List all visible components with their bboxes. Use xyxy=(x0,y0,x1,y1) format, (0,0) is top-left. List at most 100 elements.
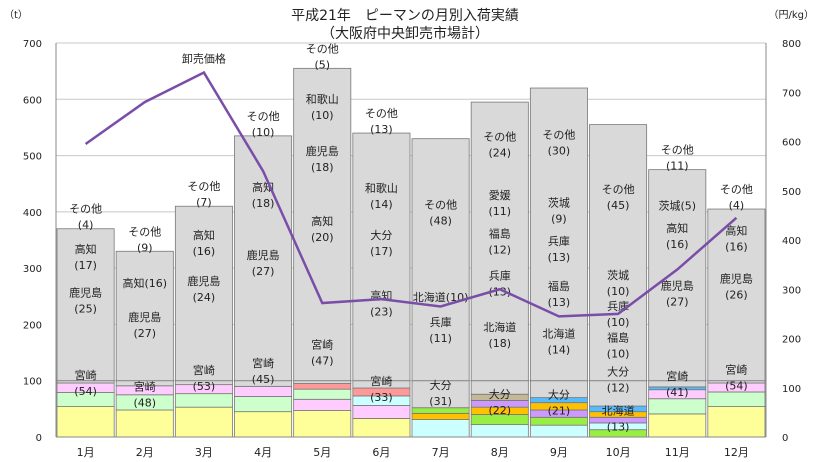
segment-name: 宮崎 xyxy=(252,356,274,370)
segment-value: (13) xyxy=(607,421,630,434)
segment-name: 福島 xyxy=(489,226,511,240)
segment-value: (54) xyxy=(74,385,97,398)
segment-value: (11) xyxy=(488,205,511,218)
axes xyxy=(55,43,767,438)
right-tick-label: 500 xyxy=(782,187,801,198)
segment-name: 鹿児島 xyxy=(247,248,280,262)
bar-segment xyxy=(648,169,707,382)
segment-name: その他 xyxy=(128,225,161,238)
bar-segment xyxy=(174,205,233,382)
left-tick-label: 200 xyxy=(23,320,42,331)
segment-value: (4) xyxy=(729,199,745,212)
segment-name: その他 xyxy=(306,42,339,55)
segment-value: (24) xyxy=(488,146,511,159)
segment-value: (22) xyxy=(488,404,511,417)
segment-name: 北海道 xyxy=(542,326,575,340)
bar-segment xyxy=(648,398,707,415)
segment-value: (47) xyxy=(311,354,334,367)
segment-name: 鹿児島 xyxy=(306,144,339,158)
segment-name: 宮崎 xyxy=(725,362,747,376)
right-tick-label: 100 xyxy=(782,384,801,395)
bar-segment xyxy=(293,410,352,438)
bar-segment xyxy=(411,412,470,420)
segment-value: (14) xyxy=(370,198,393,211)
x-tick-label: 6月 xyxy=(372,446,390,459)
segment-name: 和歌山 xyxy=(306,92,339,106)
segment-value: (45) xyxy=(252,373,275,386)
segment-name: 福島 xyxy=(548,279,570,293)
chart-subtitle: （大阪府中央卸売市場計） xyxy=(321,25,489,42)
chart-title: 平成21年 ピーマンの月別入荷実績 xyxy=(291,8,519,24)
bar-segment xyxy=(529,416,588,426)
segment-value: (25) xyxy=(74,303,97,316)
x-tick-label: 12月 xyxy=(724,446,749,459)
segment-name: 大分 xyxy=(489,387,511,401)
segment-name: その他 xyxy=(69,203,102,216)
segment-name: 鹿児島 xyxy=(187,274,220,288)
segment-name: その他 xyxy=(720,183,753,196)
x-tick-label: 10月 xyxy=(606,446,631,459)
segment-value: (27) xyxy=(252,265,275,278)
segment-label: 茨城(5) xyxy=(658,199,696,213)
bar-segment xyxy=(352,405,411,419)
segment-value: (31) xyxy=(429,395,452,408)
segment-value: (18) xyxy=(488,337,511,350)
segment-name: 宮崎 xyxy=(666,369,688,383)
x-tick-label: 3月 xyxy=(195,446,213,459)
segment-name: その他 xyxy=(365,107,398,120)
right-tick-label: 700 xyxy=(782,88,801,99)
segment-value: (11) xyxy=(666,160,689,173)
x-tick-label: 1月 xyxy=(77,446,95,459)
x-tick-label: 2月 xyxy=(136,446,154,459)
bar-stacks xyxy=(56,67,766,438)
price-series-line xyxy=(84,70,738,318)
segment-name: 高知 xyxy=(666,221,688,235)
segment-name: その他 xyxy=(661,144,694,157)
x-tick-label: 7月 xyxy=(432,446,450,459)
left-tick-label: 600 xyxy=(23,95,42,106)
bar-segment xyxy=(293,383,352,390)
segment-name: 宮崎 xyxy=(75,368,97,382)
bar-segment xyxy=(589,124,648,382)
bar-segment xyxy=(293,398,352,411)
bar-segment xyxy=(411,407,470,414)
segment-value: (24) xyxy=(193,291,216,304)
price-line: 卸売価格 xyxy=(84,52,738,318)
right-tick-label: 800 xyxy=(782,39,801,50)
bar-segment xyxy=(352,132,411,382)
segment-value: (41) xyxy=(666,386,689,399)
x-tick-label: 5月 xyxy=(313,446,331,459)
bar-segment xyxy=(293,380,352,384)
segment-name: 鹿児島 xyxy=(661,278,694,292)
segment-name: 鹿児島 xyxy=(128,310,161,324)
segment-value: (10) xyxy=(607,316,630,329)
segment-value: (54) xyxy=(725,379,748,392)
segment-name: 宮崎 xyxy=(370,374,392,388)
segment-value: (9) xyxy=(551,212,567,225)
segment-value: (16) xyxy=(725,240,748,253)
segment-value: (4) xyxy=(78,219,94,232)
left-axis-unit: （t） xyxy=(4,9,28,21)
segment-name: その他 xyxy=(542,128,575,141)
segment-value: (16) xyxy=(666,238,689,251)
bar-segment xyxy=(174,406,233,438)
bar-segment xyxy=(234,411,293,438)
bar-segment xyxy=(648,413,707,438)
segment-value: (10) xyxy=(607,347,630,360)
left-tick-label: 500 xyxy=(23,152,42,163)
bar-segment xyxy=(707,208,766,382)
segment-value: (13) xyxy=(488,285,511,298)
segment-name: 和歌山 xyxy=(365,181,398,195)
bar-segment xyxy=(352,418,411,438)
right-tick-label: 400 xyxy=(782,236,801,247)
bar-segment xyxy=(234,385,293,397)
segment-value: (18) xyxy=(252,197,275,210)
bar-segment xyxy=(115,250,174,382)
left-tick-label: 400 xyxy=(23,208,42,219)
bar-segment xyxy=(529,87,588,382)
segment-name: 宮崎 xyxy=(193,363,215,377)
segment-value: (20) xyxy=(311,231,334,244)
bar-segment xyxy=(470,101,529,382)
segment-name: 大分 xyxy=(548,387,570,401)
segment-value: (23) xyxy=(370,306,393,319)
